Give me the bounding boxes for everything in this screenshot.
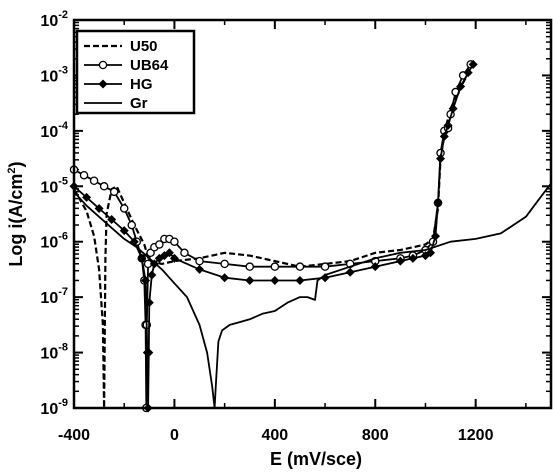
series-hg-point xyxy=(448,104,458,114)
legend-label-u50: U50 xyxy=(130,38,158,55)
y-tick-label: 10-4 xyxy=(40,120,68,141)
series-hg xyxy=(69,59,478,413)
legend: U50 UB64 HG Gr xyxy=(75,29,196,115)
x-tick-label: 800 xyxy=(362,427,389,444)
series-hg-point xyxy=(463,68,473,78)
series-ub64-point xyxy=(89,176,99,185)
y-tick-label: 10-9 xyxy=(40,397,68,418)
series-hg-point xyxy=(119,226,129,236)
legend-label-gr: Gr xyxy=(130,95,148,112)
series-hg-point xyxy=(425,248,435,258)
y-axis-title-base: Log i(A/cm xyxy=(6,174,26,267)
series-ub64-point xyxy=(220,259,229,269)
series-hg-point xyxy=(468,59,478,69)
series-ub64-point xyxy=(195,256,204,266)
series-ub64-point xyxy=(119,204,129,213)
series-ub64-point xyxy=(295,262,305,271)
series-gr-line xyxy=(73,182,552,409)
series-ub64-point xyxy=(127,220,136,230)
plot-frame xyxy=(72,18,553,410)
series-hg-point xyxy=(370,262,380,272)
series-ub64-point xyxy=(245,262,254,271)
series-layer xyxy=(69,59,552,413)
series-ub64-point xyxy=(270,262,280,271)
series-hg-point xyxy=(433,198,443,208)
series-hg-point xyxy=(295,276,305,286)
series-hg-point xyxy=(320,273,330,283)
y-tick-label: 10-5 xyxy=(40,175,68,196)
series-hg-point xyxy=(245,276,255,286)
series-hg-point xyxy=(82,192,92,202)
series-ub64-point xyxy=(99,182,109,191)
series-gr xyxy=(73,182,552,409)
series-ub64-point xyxy=(109,187,119,197)
series-hg-point xyxy=(220,273,230,283)
x-axis-title: E (mV/sce) xyxy=(270,449,362,469)
y-axis-title-sup: 2 xyxy=(6,167,18,173)
y-tick-label: 10-7 xyxy=(40,286,68,307)
series-hg-point xyxy=(395,256,405,266)
series-hg-point xyxy=(164,248,174,258)
legend-marker-hg xyxy=(98,79,108,89)
legend-label-ub64: UB64 xyxy=(130,57,169,74)
y-tick-label: 10-8 xyxy=(40,342,68,363)
series-hg-point xyxy=(141,276,151,286)
series-ub64-point xyxy=(79,170,89,180)
y-tick-label: 10-2 xyxy=(40,9,68,30)
series-ub64-line xyxy=(73,63,472,409)
x-axis-ticks: -400 0 400 800 1200 xyxy=(58,20,527,444)
series-hg-point xyxy=(270,276,280,286)
x-tick-label: 0 xyxy=(170,427,179,444)
series-hg-point xyxy=(443,120,453,130)
x-tick-label: -400 xyxy=(58,427,90,444)
y-tick-label: 10-3 xyxy=(40,64,68,85)
x-tick-label: 1200 xyxy=(458,427,494,444)
series-hg-point xyxy=(408,253,418,263)
series-hg-point xyxy=(107,215,117,225)
legend-marker-ub64 xyxy=(98,60,108,70)
series-hg-point xyxy=(439,131,449,141)
y-tick-label: 10-6 xyxy=(40,231,68,252)
series-ub64-point xyxy=(320,262,330,271)
series-u50 xyxy=(73,63,475,410)
x-tick-label: 400 xyxy=(261,427,288,444)
series-hg-point xyxy=(137,253,147,263)
series-hg-point xyxy=(456,82,466,92)
series-u50-line xyxy=(73,63,475,410)
series-hg-point xyxy=(144,348,154,358)
series-hg-point xyxy=(195,264,205,274)
series-ub64-point xyxy=(170,237,179,246)
y-axis-title: Log i(A/cm2) xyxy=(6,161,26,266)
legend-label-hg: HG xyxy=(130,76,153,93)
series-hg-point xyxy=(345,267,355,277)
series-hg-point xyxy=(147,270,157,280)
series-hg-point xyxy=(94,203,104,213)
series-ub64-point xyxy=(180,248,189,258)
series-hg-point xyxy=(431,231,441,241)
series-hg-point xyxy=(436,154,446,164)
y-axis-title-close: ) xyxy=(6,161,26,167)
legend-box xyxy=(75,29,196,115)
series-hg-line xyxy=(73,63,474,409)
series-ub64-point xyxy=(155,240,164,249)
series-hg-point xyxy=(144,298,154,308)
series-hg-point xyxy=(169,253,179,263)
